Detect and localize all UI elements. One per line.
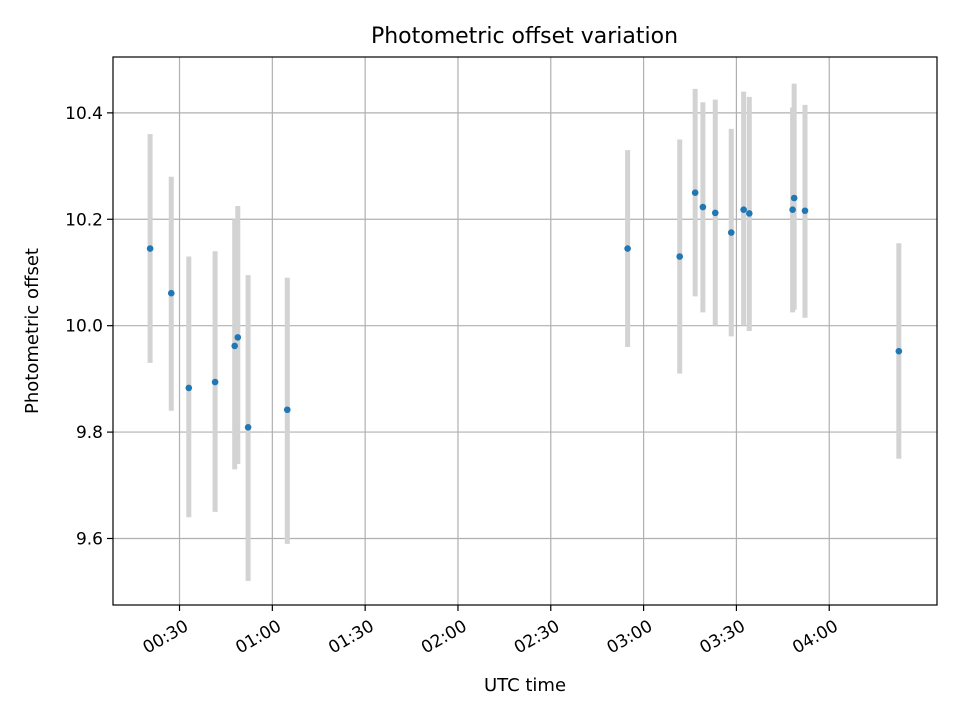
- data-point: [691, 189, 699, 196]
- data-point: [283, 406, 291, 414]
- data-point: [895, 347, 903, 355]
- data-point: [624, 245, 631, 252]
- data-point: [711, 209, 719, 217]
- data-point: [234, 334, 242, 341]
- data-point: [746, 210, 753, 217]
- data-point: [211, 378, 219, 386]
- y-axis-label: Photometric offset: [22, 248, 43, 414]
- data-point: [676, 253, 683, 260]
- y-axis-ticks: 9.6 9.8 10.0 10.2 10.4: [65, 104, 113, 549]
- data-point: [244, 423, 252, 431]
- data-point: [740, 206, 747, 213]
- y-tick-label: 10.4: [65, 104, 103, 124]
- data-point: [231, 342, 238, 350]
- data-points: [146, 189, 903, 431]
- plot-frame: [112, 56, 938, 606]
- y-tick-label: 10.0: [65, 317, 103, 337]
- data-point: [790, 194, 798, 202]
- chart-title: Photometric offset variation: [371, 24, 678, 49]
- data-point: [146, 245, 154, 252]
- y-tick-label: 9.6: [76, 529, 103, 549]
- data-point: [167, 289, 175, 297]
- data-point: [699, 203, 707, 211]
- y-tick-label: 10.2: [65, 210, 103, 230]
- data-point: [727, 229, 735, 236]
- x-axis-label: UTC time: [484, 675, 566, 696]
- data-point: [789, 206, 796, 213]
- data-point: [185, 384, 193, 392]
- y-tick-label: 9.8: [76, 423, 103, 443]
- data-point: [801, 207, 809, 215]
